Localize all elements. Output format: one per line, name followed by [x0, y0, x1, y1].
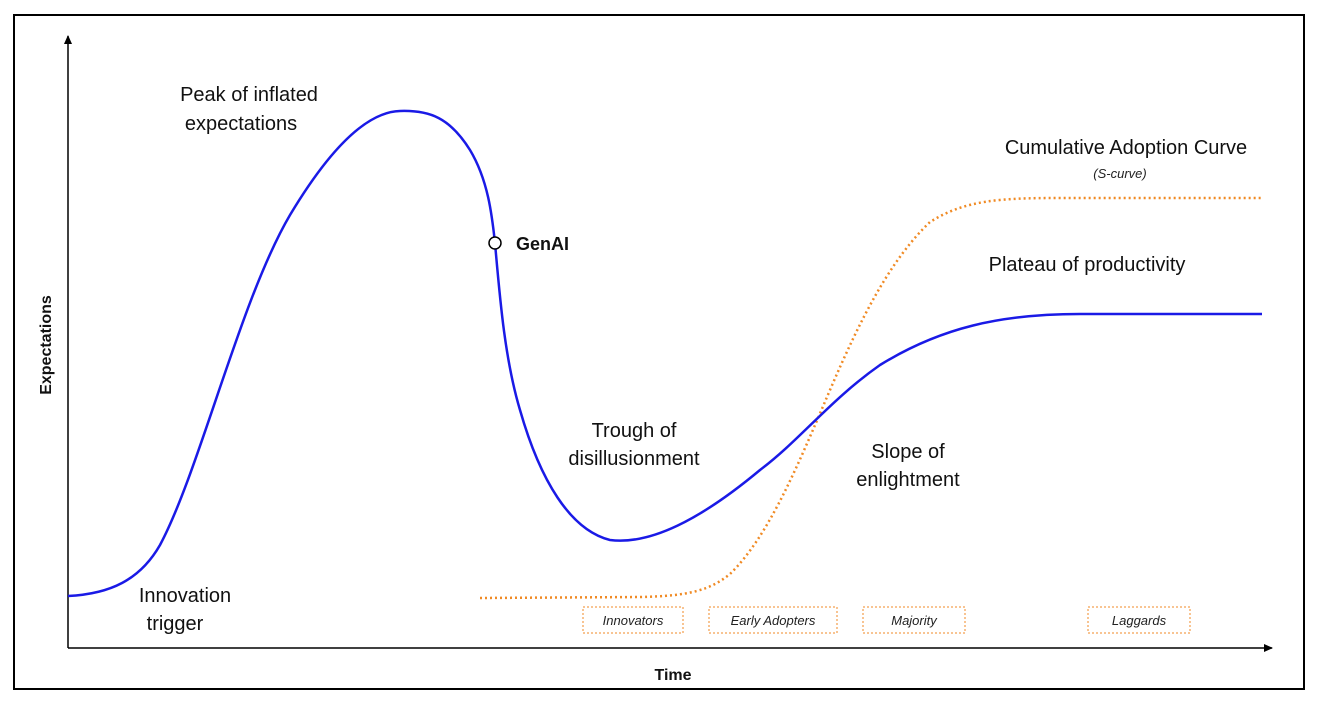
segment-laggards: Laggards	[1087, 606, 1191, 634]
plateau-label: Plateau of productivity	[989, 254, 1186, 276]
diagram-frame	[13, 14, 1305, 690]
trough-label-line2: disillusionment	[568, 448, 700, 470]
slope-label-line1: Slope of	[871, 441, 945, 463]
peak-label-line2: expectations	[185, 113, 297, 135]
adoption-s-curve	[479, 196, 1262, 600]
segment-label: Majority	[891, 613, 938, 628]
y-axis-label: Expectations	[38, 295, 55, 395]
innovation-trigger-label-line1: Innovation	[139, 585, 231, 607]
segment-label: Innovators	[603, 613, 664, 628]
adoption-curve-title: Cumulative Adoption Curve	[1005, 137, 1247, 159]
segment-label: Laggards	[1112, 613, 1167, 628]
x-axis-label: Time	[654, 667, 691, 684]
genai-marker	[488, 236, 502, 250]
slope-label-line2: enlightment	[856, 469, 960, 491]
segment-innovators: Innovators	[582, 606, 684, 634]
hype-cycle-curve	[67, 109, 1262, 598]
segment-early-adopters: Early Adopters	[708, 606, 838, 634]
trough-label-line1: Trough of	[592, 420, 677, 442]
peak-label-line1: Peak of inflated	[180, 84, 318, 106]
segment-label: Early Adopters	[731, 613, 816, 628]
segment-majority: Majority	[862, 606, 966, 634]
adoption-curve-subtitle: (S-curve)	[1093, 166, 1146, 181]
genai-label: GenAI	[516, 234, 569, 254]
innovation-trigger-label-line2: trigger	[147, 613, 204, 635]
